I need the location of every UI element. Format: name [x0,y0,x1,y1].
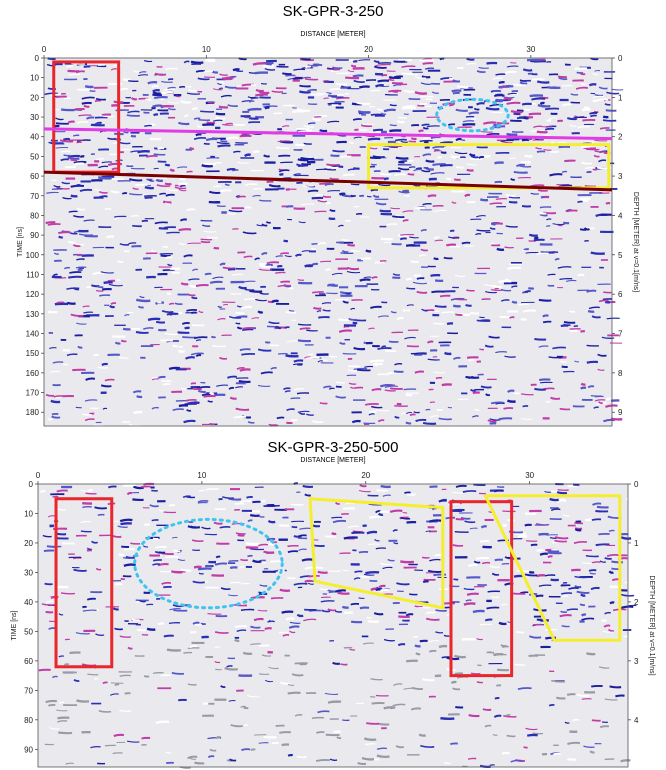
y-tick-label: 130 [26,310,40,319]
y-tick-label: 160 [26,369,40,378]
x-tick-label: 10 [197,471,206,480]
annotation-rect [367,143,611,190]
chart-title: SK-GPR-3-250 [282,3,384,20]
y-tick-label: 10 [24,509,33,518]
radargram-texture [44,57,624,428]
y-tick-label: 140 [26,330,40,339]
y2-tick-label: 7 [618,330,623,339]
y-tick-label: 20 [30,93,39,102]
y-tick-label: 90 [30,231,39,240]
y-tick-label: 120 [26,290,40,299]
x-axis: 0 10 20 30 [42,45,536,58]
y-tick-label: 10 [30,74,39,83]
y-axis: 0 10 20 30 40 50 60 70 80 90 TIME [ns] [11,480,38,754]
x-tick-label: 30 [525,471,534,480]
y-tick-label: 0 [29,480,34,489]
y2-tick-label: 3 [634,657,639,666]
y-tick-label: 30 [30,113,39,122]
x-tick-label: 0 [42,45,47,54]
y2-tick-label: 4 [634,716,639,725]
radargram-plot: 0 10 20 30 0 10 20 30 40 50 60 70 80 90 TIME [ns] 0 1 2 3 4… [11,471,655,769]
x-tick-label: 20 [364,45,373,54]
y2-tick-label: 0 [634,480,639,489]
annotation-ellipse [435,97,510,133]
plot-frame [43,57,613,427]
y-tick-label: 40 [30,133,39,142]
y2-axis-label: DEPTH [METER] at v=0.1[m/ns] [648,575,655,675]
chart-title: SK-GPR-3-250-500 [267,439,399,456]
y-tick-label: 90 [24,745,33,754]
y-tick-label: 50 [30,152,39,161]
annotation-line [43,170,613,192]
y-tick-label: 70 [24,686,33,695]
y2-tick-label: 6 [618,290,623,299]
y-axis-label: TIME [ns] [11,610,18,640]
radargram-plot: 0 10 20 30010203040506070809010011012013014… [17,45,639,428]
y2-tick-label: 0 [618,54,623,63]
y2-axis-label: DEPTH [METER] at v=0.1[m/ns] [632,192,639,292]
y-axis: 0 10 20 30 40 50 60 70 80 90 100 110 120 130 140 150 160… [17,54,44,417]
x-axis: 0 10 20 30 [36,471,535,484]
y-tick-label: 170 [26,389,40,398]
y-tick-label: 60 [30,172,39,181]
plot-frame [37,483,629,768]
annotation-rect [54,497,114,669]
y2-tick-label: 5 [618,251,623,260]
y-tick-label: 80 [24,716,33,725]
plot-area [44,58,612,426]
y2-tick-label: 1 [634,539,639,548]
y2-axis: 0 1 2 3 4 DEPTH [METER] at v=0.1[m/ns] [628,480,655,725]
x-tick-label: 0 [36,471,41,480]
y2-tick-label: 4 [618,211,623,220]
y-tick-label: 150 [26,349,40,358]
y-tick-label: 100 [26,251,40,260]
y-tick-label: 70 [30,192,39,201]
y-tick-label: 20 [24,539,33,548]
annotations [54,494,622,678]
annotation-line [43,127,613,141]
y2-tick-label: 2 [634,598,639,607]
y2-tick-label: 2 [618,133,623,142]
y-axis-label: TIME [ns] [17,227,24,257]
radargram-panel-bottom: SK-GPR-3-250-500 DISTANCE [METER] 0 10 20 3… [0,432,666,770]
annotation-rect [449,500,514,678]
x-tick-label: 20 [361,471,370,480]
radargram-texture [38,482,641,769]
y-tick-label: 0 [35,54,40,63]
y-tick-label: 30 [24,568,33,577]
y-tick-label: 80 [30,211,39,220]
plot-area [38,484,628,767]
y-tick-label: 110 [26,270,39,279]
annotations [43,60,613,192]
y-tick-label: 180 [26,408,40,417]
y-tick-label: 40 [24,598,33,607]
annotation-polygon [308,497,445,610]
y2-axis: 0 1 2 3 4 5 6 7 8 9 DEPTH [METER] at v=0.1[m/ns] [612,54,639,417]
x-tick-label: 10 [202,45,211,54]
x-tick-label: 30 [526,45,535,54]
radargram-panel-top: SK-GPR-3-250 DISTANCE [METER] 0 10 20 30 0 10… [17,3,639,428]
y2-tick-label: 3 [618,172,623,181]
y-tick-label: 60 [24,657,33,666]
annotation-polygon [483,494,622,642]
annotation-ellipse [133,517,284,610]
y-tick-label: 50 [24,627,33,636]
y2-tick-label: 9 [618,408,623,417]
y2-tick-label: 8 [618,369,623,378]
y2-tick-label: 1 [618,93,623,102]
x-axis-label: DISTANCE [METER] [300,31,366,38]
x-axis-label: DISTANCE [METER] [300,457,366,464]
